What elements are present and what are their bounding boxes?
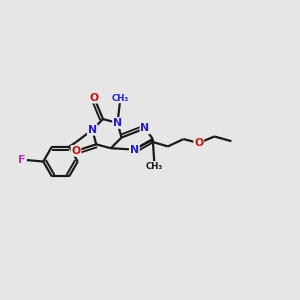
Text: O: O (194, 138, 203, 148)
Text: CH₃: CH₃ (146, 162, 163, 171)
Text: N: N (140, 123, 150, 134)
Text: CH₃: CH₃ (111, 94, 129, 103)
Text: N: N (113, 118, 122, 128)
Text: N: N (130, 145, 139, 154)
Text: O: O (89, 93, 99, 103)
Text: N: N (88, 125, 97, 135)
Text: O: O (71, 146, 81, 156)
Text: F: F (18, 155, 25, 165)
